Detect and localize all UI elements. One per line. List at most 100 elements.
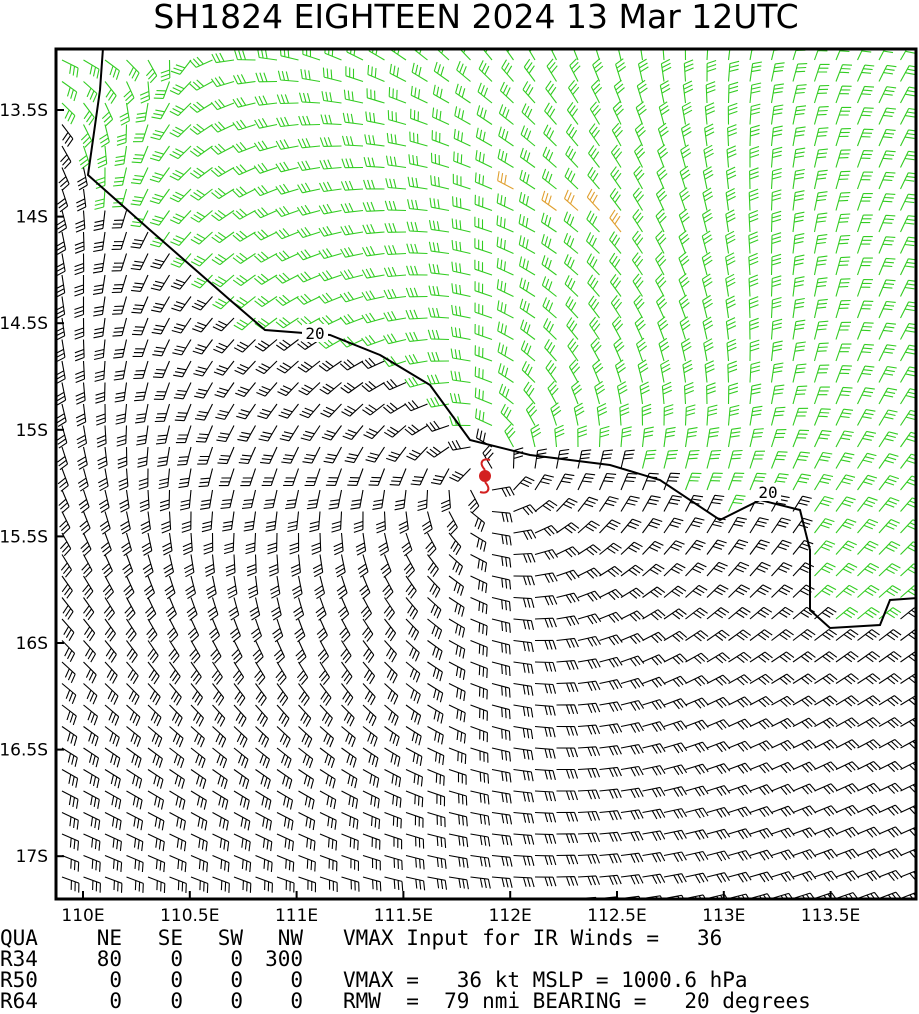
wind-barb bbox=[770, 362, 784, 383]
wind-barb bbox=[900, 107, 916, 125]
wind-barb bbox=[232, 141, 256, 154]
wind-barb bbox=[633, 165, 645, 190]
wind-barb bbox=[56, 231, 67, 255]
wind-barb bbox=[900, 497, 916, 512]
wind-barb bbox=[657, 144, 669, 168]
wind-barb bbox=[857, 848, 881, 860]
wind-barb bbox=[297, 138, 321, 149]
wind-barb bbox=[835, 804, 860, 817]
wind-barb bbox=[265, 511, 278, 532]
wind-barb bbox=[190, 812, 208, 831]
wind-barb bbox=[771, 517, 791, 534]
lon-label: 113.5E bbox=[801, 906, 860, 926]
table-cell: R50 bbox=[0, 968, 38, 992]
wind-barb bbox=[450, 370, 471, 384]
wind-barb bbox=[541, 234, 557, 254]
wind-barb bbox=[81, 554, 93, 578]
wind-barb bbox=[171, 317, 192, 334]
wind-barb bbox=[770, 451, 788, 469]
wind-barb bbox=[430, 175, 450, 190]
wind-barb bbox=[275, 272, 299, 284]
wind-barb bbox=[470, 575, 488, 594]
wind-barb bbox=[253, 207, 278, 219]
wind-barb bbox=[276, 876, 295, 893]
wind-barb bbox=[126, 790, 143, 810]
wind-barb bbox=[254, 317, 278, 330]
wind-barb bbox=[237, 425, 256, 442]
wind-barb bbox=[599, 766, 622, 778]
wind-barb bbox=[232, 208, 256, 220]
wind-barb bbox=[386, 446, 407, 462]
wind-barb bbox=[835, 761, 860, 773]
wind-barb bbox=[320, 114, 342, 126]
wind-barb bbox=[701, 230, 713, 254]
wind-barb bbox=[384, 833, 403, 850]
wind-barb bbox=[620, 874, 644, 885]
wind-barb bbox=[771, 651, 795, 663]
wind-barb bbox=[556, 811, 579, 822]
wind-barb bbox=[276, 360, 299, 374]
wind-barb bbox=[727, 427, 742, 448]
wind-barb bbox=[447, 440, 471, 451]
wind-barb bbox=[131, 317, 149, 336]
wind-barb bbox=[344, 446, 364, 464]
wind-barb bbox=[748, 188, 759, 211]
wind-barb bbox=[658, 337, 670, 362]
wind-barb bbox=[577, 853, 601, 864]
wind-barb bbox=[83, 683, 98, 705]
wind-barb bbox=[361, 335, 385, 347]
wind-barb bbox=[255, 897, 259, 899]
wind-barb bbox=[170, 59, 192, 75]
wind-barb bbox=[546, 58, 558, 82]
wind-barb bbox=[147, 854, 166, 873]
wind-barb bbox=[361, 357, 385, 370]
wind-barb bbox=[513, 790, 534, 803]
wind-barb bbox=[556, 682, 579, 693]
wind-barb bbox=[119, 102, 130, 126]
wind-barb bbox=[252, 640, 264, 664]
wind-barb bbox=[255, 790, 272, 810]
wind-barb bbox=[318, 226, 342, 237]
wind-barb bbox=[599, 874, 622, 886]
wind-barb bbox=[491, 725, 511, 741]
wind-barb bbox=[749, 103, 761, 125]
wind-barb bbox=[642, 495, 661, 512]
wind-barb bbox=[835, 170, 851, 190]
wind-barb bbox=[556, 747, 579, 758]
wind-barb bbox=[749, 405, 763, 426]
wind-barb bbox=[589, 316, 601, 340]
wind-barb bbox=[519, 147, 536, 168]
wind-barb bbox=[706, 629, 730, 641]
wind-barb bbox=[318, 270, 342, 282]
wind-barb bbox=[534, 833, 557, 844]
wind-barb bbox=[632, 230, 644, 254]
wind-barb bbox=[117, 446, 128, 469]
wind-barb bbox=[268, 554, 279, 577]
wind-barb bbox=[192, 317, 213, 333]
wind-barb bbox=[339, 269, 364, 281]
wind-barb bbox=[298, 790, 315, 810]
wind-barb bbox=[878, 257, 896, 276]
wind-barb bbox=[598, 425, 610, 448]
wind-barb bbox=[684, 427, 698, 448]
wind-barb bbox=[233, 339, 256, 353]
wind-barb bbox=[577, 635, 601, 647]
wind-barb bbox=[609, 252, 622, 276]
wind-barb bbox=[312, 554, 324, 578]
wind-barb bbox=[573, 402, 585, 426]
wind-barb bbox=[362, 769, 380, 788]
wind-barb bbox=[835, 106, 852, 125]
wind-barb bbox=[482, 49, 493, 61]
wind-barb bbox=[426, 374, 450, 385]
wind-barb bbox=[83, 876, 101, 893]
wind-barb bbox=[355, 532, 367, 556]
wind-barb bbox=[296, 661, 309, 685]
wind-barb bbox=[771, 827, 795, 839]
wind-barb bbox=[595, 49, 601, 61]
wind-barb bbox=[685, 517, 705, 534]
wind-barb bbox=[340, 247, 364, 258]
wind-barb bbox=[749, 472, 767, 491]
wind-barb bbox=[814, 739, 838, 751]
wind-barb bbox=[190, 210, 213, 223]
wind-barb bbox=[56, 317, 66, 341]
